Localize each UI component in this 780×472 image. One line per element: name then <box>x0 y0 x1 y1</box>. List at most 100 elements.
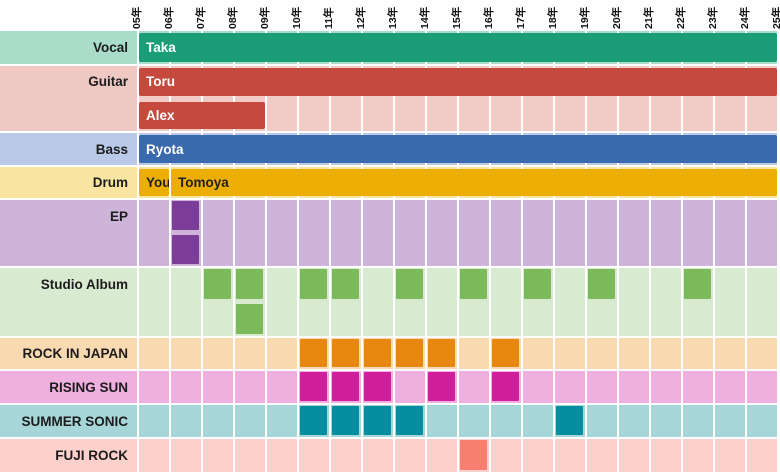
year-cell-bg <box>395 371 425 403</box>
year-cell-bg <box>715 439 745 472</box>
year-cell-bg <box>139 200 169 266</box>
year-cell-bg <box>491 439 521 472</box>
year-cell-bg <box>139 338 169 369</box>
row-label-block-fuji-rock: FUJI ROCK <box>0 439 137 472</box>
member-name: Tomoya <box>178 175 229 190</box>
member-bar-you: You <box>139 169 169 196</box>
year-cell-bg <box>491 268 521 336</box>
year-cell-bg <box>203 338 233 369</box>
year-cell-bg <box>427 439 457 472</box>
year-cell-bg <box>587 439 617 472</box>
year-cell-bg <box>235 338 265 369</box>
summer-sonic-cell-2018 <box>556 406 583 435</box>
year-cell-bg <box>395 200 425 266</box>
year-cell-bg <box>267 338 297 369</box>
studio-album-cell-2007 <box>204 269 231 299</box>
year-cell-bg <box>267 371 297 403</box>
year-cell-bg <box>523 405 553 437</box>
rock-in-japan-cell-2014 <box>428 339 455 367</box>
year-cell-bg <box>171 268 201 336</box>
member-name: Ryota <box>146 141 184 157</box>
axis-year-label: 20年 <box>611 6 623 29</box>
year-cell-bg <box>523 338 553 369</box>
year-cell-bg <box>651 200 681 266</box>
year-cell-bg <box>523 371 553 403</box>
row-label-block-guitar: Guitar <box>0 66 137 131</box>
year-cell-bg <box>619 200 649 266</box>
studio-album-cell-2022 <box>684 269 711 299</box>
year-cell-bg <box>331 200 361 266</box>
member-bar-toru: Toru <box>139 68 777 96</box>
year-cell-bg <box>267 439 297 472</box>
year-cell-bg <box>171 338 201 369</box>
row-label-block-vocal: Vocal <box>0 31 137 64</box>
year-cell-bg <box>203 200 233 266</box>
row-label-fuji-rock: FUJI ROCK <box>55 448 128 463</box>
year-cell-bg <box>139 439 169 472</box>
year-cell-bg <box>235 405 265 437</box>
member-name: You <box>146 175 169 190</box>
year-cell-bg <box>491 405 521 437</box>
row-label-block-ep: EP <box>0 200 137 266</box>
summer-sonic-cell-2012 <box>364 406 391 435</box>
axis-year-label: 14年 <box>419 6 431 29</box>
studio-album-cell-2008 <box>236 269 263 299</box>
year-cell-bg <box>747 268 777 336</box>
year-cell-bg <box>587 338 617 369</box>
axis-year-label: 21年 <box>643 6 655 29</box>
axis-year-label: 25年 <box>771 6 780 29</box>
year-cell-bg <box>747 200 777 266</box>
rising-sun-cell-2011 <box>332 372 359 401</box>
year-cell-bg <box>651 405 681 437</box>
row-label-vocal: Vocal <box>92 40 128 55</box>
year-cell-bg <box>555 439 585 472</box>
rock-in-japan-cell-2010 <box>300 339 327 367</box>
year-cell-bg <box>203 405 233 437</box>
rock-in-japan-cell-2011 <box>332 339 359 367</box>
studio-album-cell-2008 <box>236 304 263 334</box>
year-cell-bg <box>683 371 713 403</box>
year-cell-bg <box>427 200 457 266</box>
summer-sonic-cell-2010 <box>300 406 327 435</box>
year-cell-bg <box>619 371 649 403</box>
studio-album-cell-2017 <box>524 269 551 299</box>
rock-in-japan-cell-2016 <box>492 339 519 367</box>
year-cell-bg <box>267 268 297 336</box>
year-cell-bg <box>299 439 329 472</box>
row-label-ep: EP <box>109 208 128 224</box>
axis-year-label: 24年 <box>739 6 751 29</box>
year-cell-bg <box>715 371 745 403</box>
year-cell-bg <box>619 439 649 472</box>
year-cell-bg <box>747 439 777 472</box>
year-cell-bg <box>747 338 777 369</box>
year-cell-bg <box>235 371 265 403</box>
year-cell-bg <box>683 439 713 472</box>
rising-sun-cell-2010 <box>300 372 327 401</box>
row-label-guitar: Guitar <box>88 74 128 90</box>
year-cell-bg <box>715 338 745 369</box>
year-cell-bg <box>587 405 617 437</box>
axis-year-label: 13年 <box>387 6 399 29</box>
axis-year-label: 06年 <box>163 6 175 29</box>
member-bar-taka: Taka <box>139 33 777 62</box>
studio-album-cell-2015 <box>460 269 487 299</box>
member-bar-ryota: Ryota <box>139 135 777 163</box>
row-label-rock-in-japan: ROCK IN JAPAN <box>22 346 128 361</box>
rising-sun-cell-2016 <box>492 372 519 401</box>
summer-sonic-cell-2013 <box>396 406 423 435</box>
year-cell-bg <box>139 405 169 437</box>
year-cell-bg <box>459 200 489 266</box>
axis-year-label: 16年 <box>483 6 495 29</box>
year-cell-bg <box>363 200 393 266</box>
axis-year-label: 12年 <box>355 6 367 29</box>
row-label-block-rising-sun: RISING SUN <box>0 371 137 403</box>
year-cell-bg <box>715 268 745 336</box>
year-cell-bg <box>203 371 233 403</box>
axis-year-label: 19年 <box>579 6 591 29</box>
year-cell-bg <box>299 200 329 266</box>
axis-year-label: 17年 <box>515 6 527 29</box>
row-label-bass: Bass <box>95 141 128 157</box>
year-cell-bg <box>651 439 681 472</box>
axis-year-label: 08年 <box>227 6 239 29</box>
